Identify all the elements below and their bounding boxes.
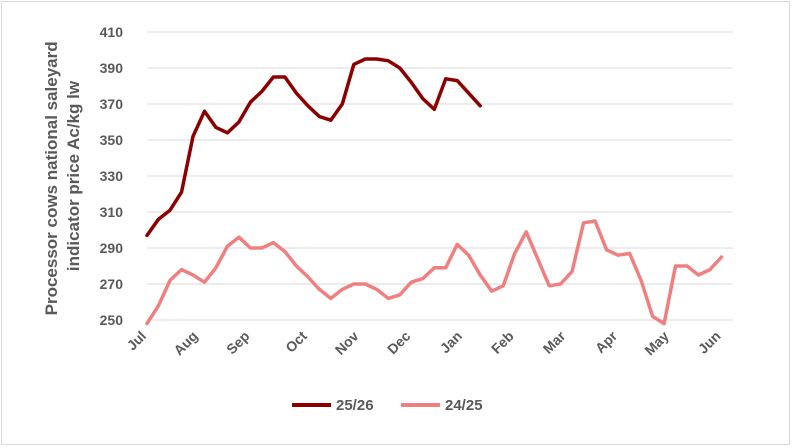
legend-label-24-25: 24/25: [445, 397, 483, 414]
y-tick-label: 350: [100, 132, 124, 148]
legend-label-25-26: 25/26: [336, 397, 374, 414]
y-axis-label-line-1: Processor cows national saleyard: [42, 41, 61, 315]
y-tick-label: 390: [100, 60, 124, 76]
series-line-24-25: [145, 219, 724, 326]
x-tick-label: Jan: [437, 328, 465, 356]
y-tick-label: 250: [100, 312, 124, 328]
y-tick-label: 310: [100, 204, 124, 220]
x-tick-label: Nov: [332, 328, 362, 358]
legend: 25/26 24/25: [292, 397, 483, 414]
x-tick-label: Sep: [223, 328, 252, 357]
x-tick-label: May: [641, 328, 672, 359]
y-tick-label: 370: [100, 96, 124, 112]
y-tick-label: 330: [100, 168, 124, 184]
x-tick-label: Oct: [282, 328, 310, 356]
x-tick-label: Mar: [540, 327, 569, 356]
y-axis-ticks: 250 270 290 310 330 350 370 390 410: [100, 24, 124, 328]
series-line-25-26: [145, 57, 482, 238]
y-tick-label: 290: [100, 240, 124, 256]
y-axis-label: Processor cows national saleyard indicat…: [42, 37, 83, 316]
y-tick-label: 270: [100, 276, 124, 292]
grid-lines: [147, 31, 733, 321]
y-axis-label-line-2: indicator price Ac/kg lw: [64, 80, 83, 271]
y-tick-label: 410: [100, 24, 124, 40]
x-axis-ticks: Jul Aug Sep Oct Nov Dec Jan Feb Mar Apr May Jun: [123, 327, 723, 358]
x-tick-label: Aug: [170, 328, 201, 359]
x-tick-label: Dec: [384, 328, 414, 358]
x-tick-label: Apr: [592, 327, 621, 356]
x-tick-label: Jun: [695, 328, 724, 357]
x-tick-label: Jul: [123, 328, 149, 354]
series-lines: [145, 57, 724, 326]
x-tick-label: Feb: [488, 328, 517, 357]
